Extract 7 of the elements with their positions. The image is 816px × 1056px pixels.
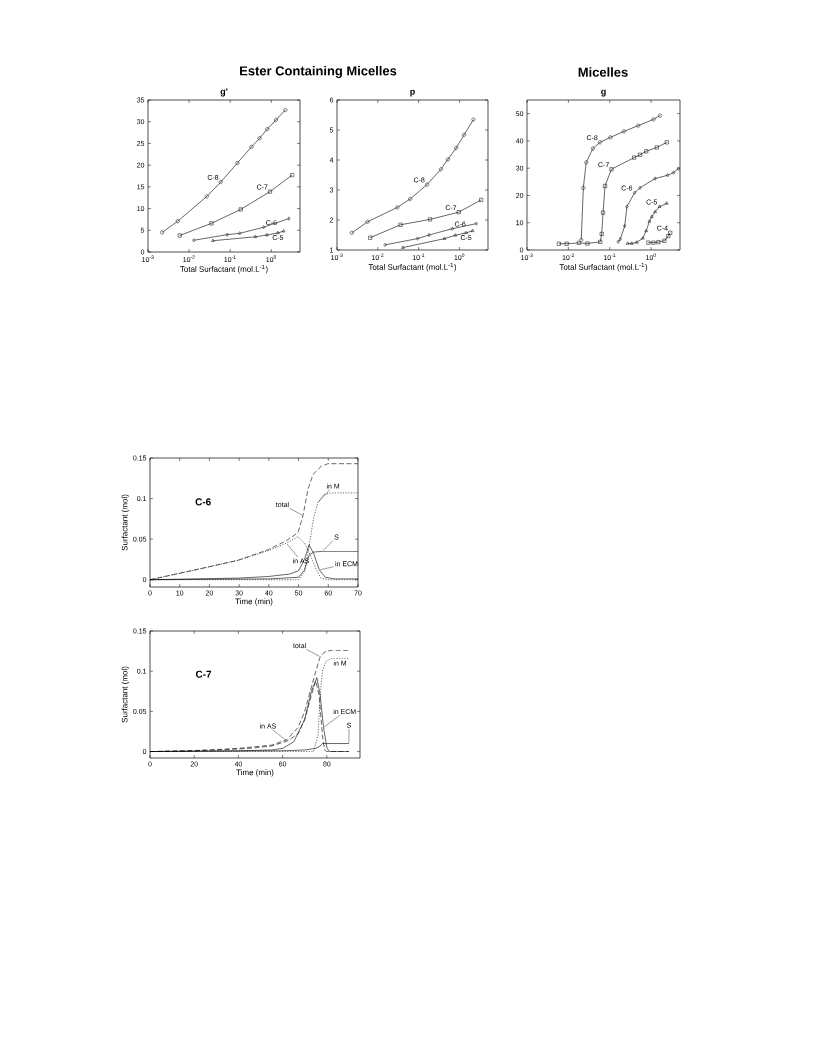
chart-subtitle: p (410, 89, 415, 97)
text: C-7 (195, 670, 212, 678)
chart-subtitle: g (601, 89, 606, 97)
text: C-6 (195, 498, 211, 506)
chart-subtitle: g' (220, 88, 228, 97)
chart-title: Micelles (578, 67, 628, 77)
chart-title: Ester Containing Micelles (240, 65, 397, 79)
